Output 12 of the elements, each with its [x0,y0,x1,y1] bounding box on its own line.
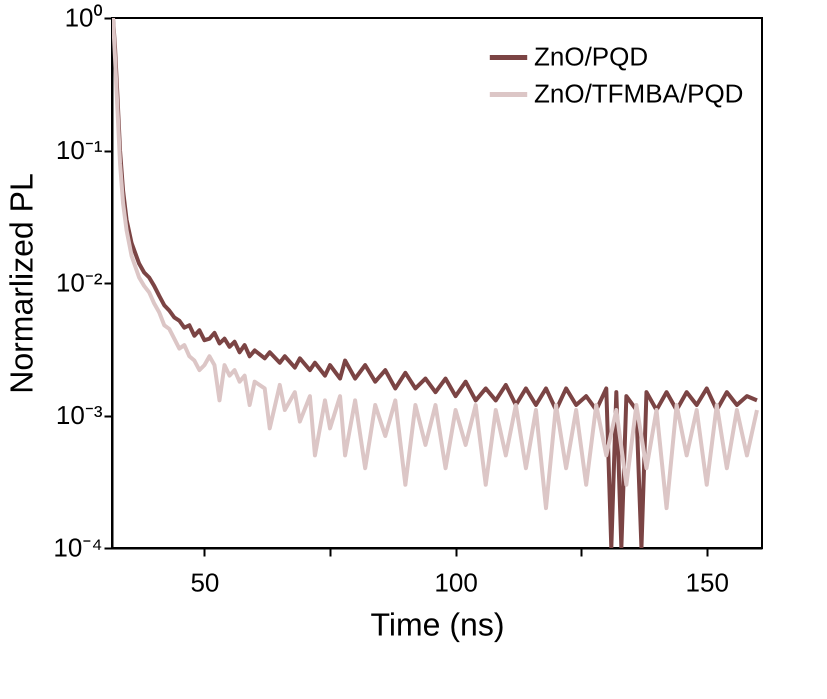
y-tick-label: 10⁻³ [56,400,103,430]
y-tick-label: 10⁻¹ [56,135,103,165]
y-axis-title: Normarlized PL [3,173,40,394]
x-tick-label: 150 [686,568,729,598]
x-tick-label: 50 [190,568,220,598]
legend-label: ZnO/TFMBA/PQD [534,78,744,108]
y-tick-label: 10⁰ [64,2,102,32]
y-tick-label: 10⁻² [56,268,103,298]
y-tick-label: 10⁻⁴ [53,532,102,562]
x-axis-title: Time (ns) [370,606,504,642]
legend-label: ZnO/PQD [534,42,648,72]
x-tick-label: 100 [434,568,478,598]
